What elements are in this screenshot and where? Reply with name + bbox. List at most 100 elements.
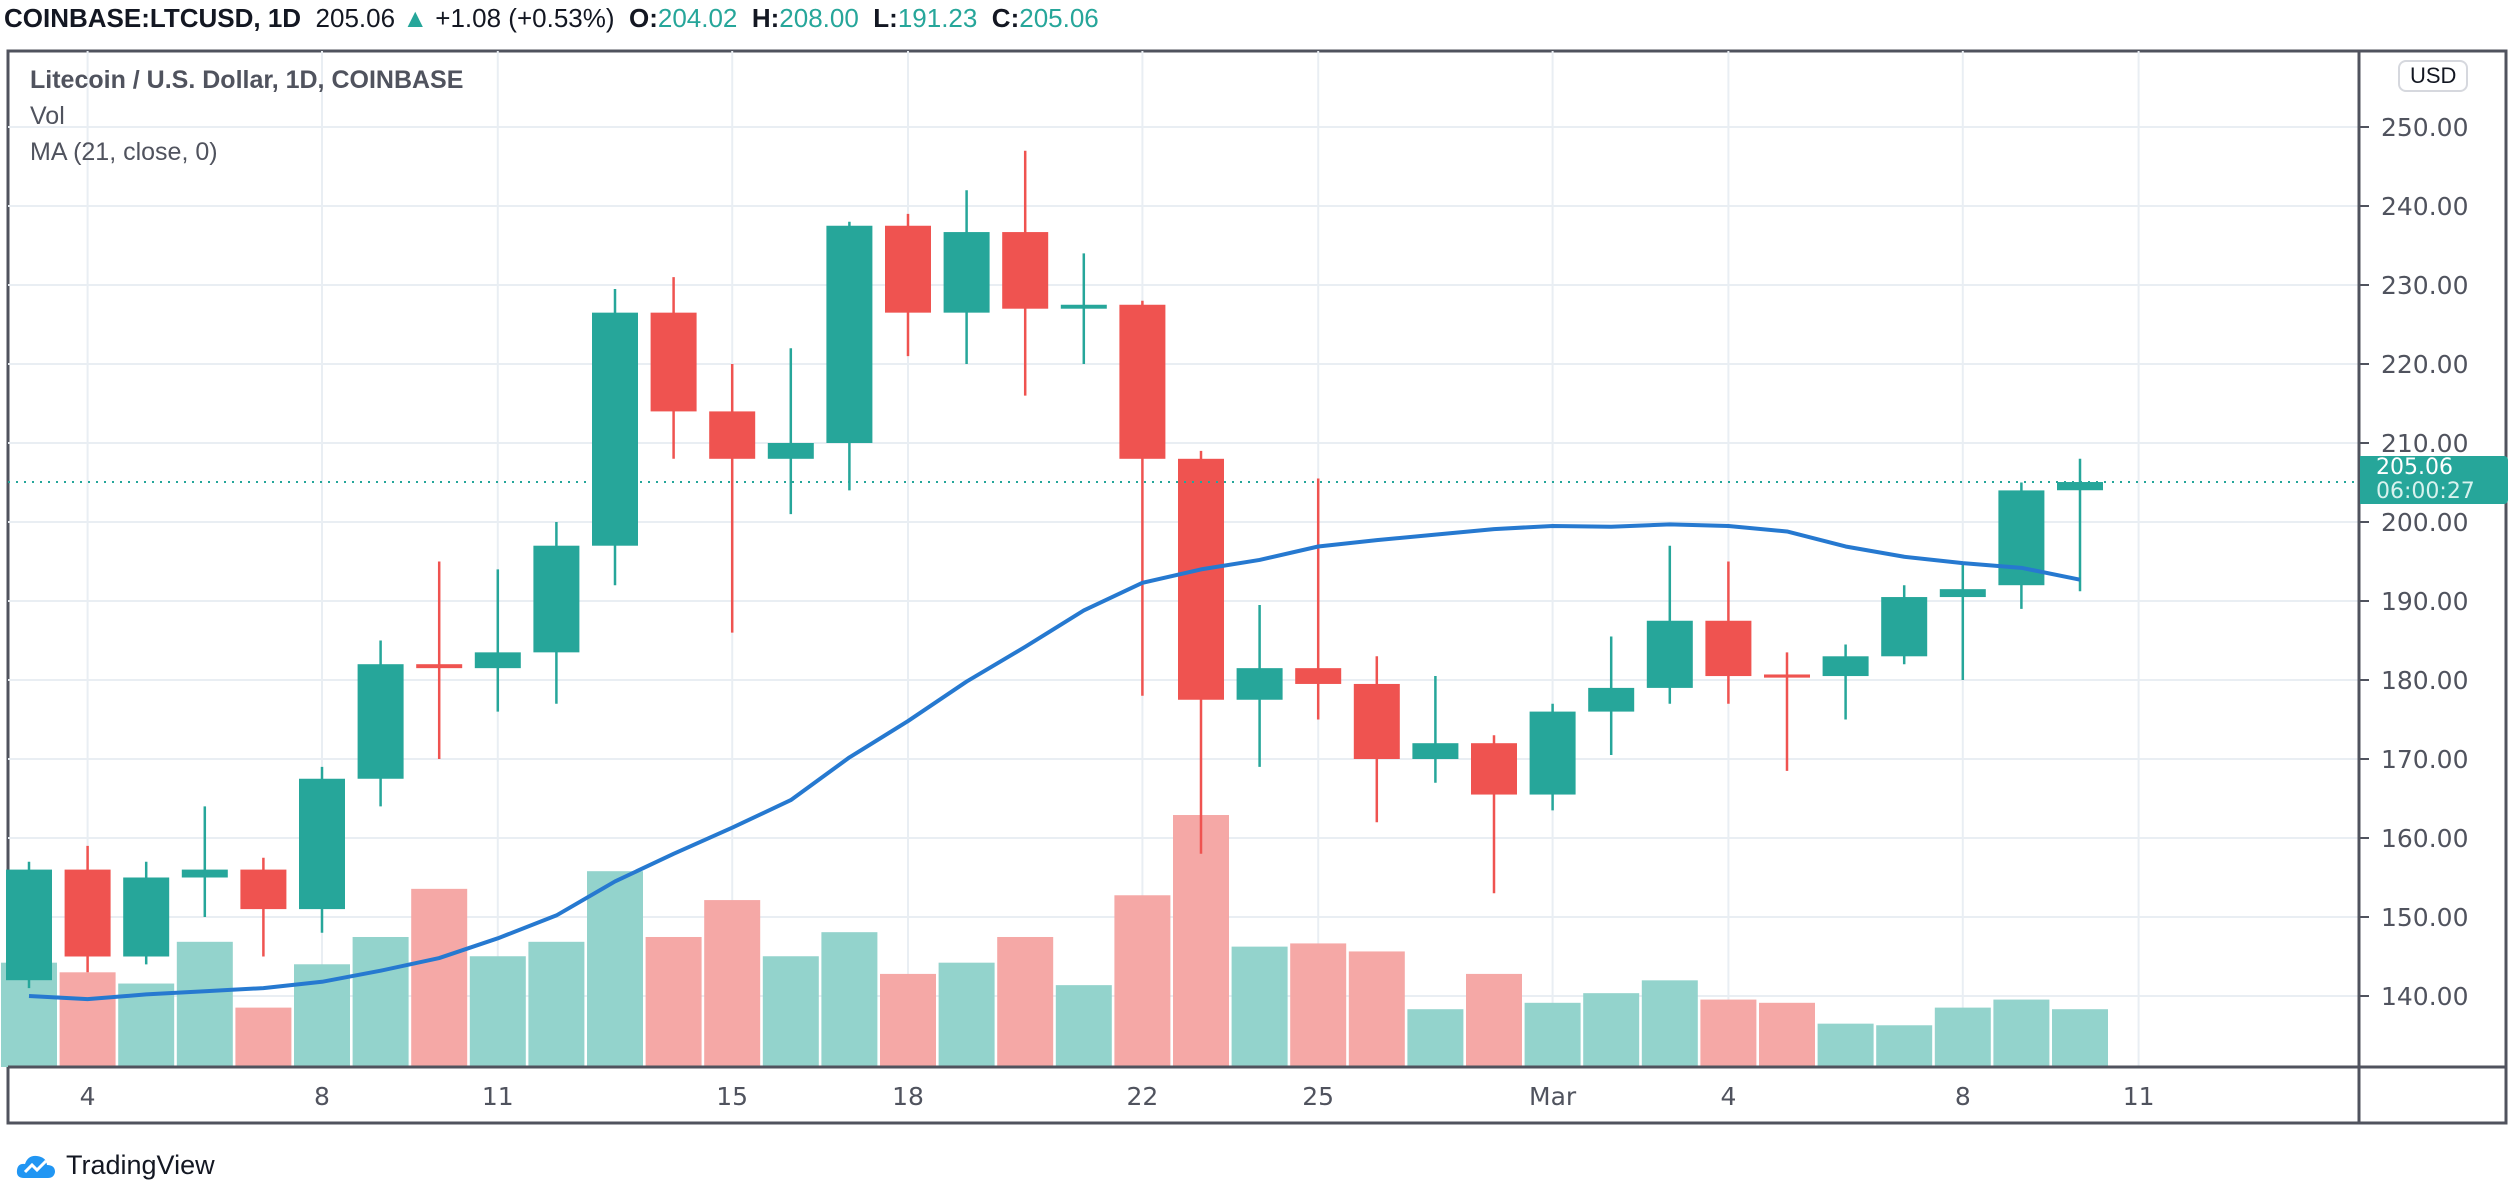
volume-bar[interactable] [1993,999,2050,1067]
x-tick-label: Mar [1529,1082,1577,1111]
tradingview-logo[interactable]: TradingView [16,1150,215,1181]
candle-body[interactable] [6,869,52,981]
volume-bar[interactable] [997,936,1054,1067]
candle-body[interactable] [1119,304,1166,459]
candle-body[interactable] [416,664,463,669]
volume-bar[interactable] [704,900,761,1067]
candle-body[interactable] [474,652,521,669]
candle-body[interactable] [943,232,990,313]
candle-body[interactable] [709,411,756,459]
candle-body[interactable] [299,778,345,910]
x-tick-label: 4 [1720,1082,1736,1111]
candle-body[interactable] [1822,656,1869,677]
last-price: 205.06 [315,3,396,33]
volume-bar[interactable] [1348,951,1405,1067]
volume-bar[interactable] [1466,973,1522,1067]
volume-bar[interactable] [352,936,409,1067]
symbol-name: COINBASE:LTCUSD, 1D [4,3,302,33]
high-value: 208.00 [779,3,859,33]
candle-body[interactable] [767,443,814,459]
volume-bar[interactable] [1290,943,1347,1067]
y-tick-label: 190.00 [2381,587,2468,616]
low-value: 191.23 [897,3,978,33]
volume-bar[interactable] [176,941,233,1067]
candle-body[interactable] [1412,743,1459,759]
volume-bar[interactable] [469,956,526,1067]
candle-body[interactable] [1178,458,1224,700]
candle-body[interactable] [64,869,111,957]
volume-bar[interactable] [1524,1002,1581,1067]
volume-bar[interactable] [1700,999,1757,1067]
volume-bar[interactable] [235,1007,292,1067]
volume-bar[interactable] [1173,815,1229,1067]
candle-body[interactable] [2057,482,2103,491]
currency-button[interactable]: USD [2398,60,2469,92]
y-tick-label: 210.00 [2381,429,2468,458]
moving-average-line[interactable] [28,522,2081,1002]
candle-body[interactable] [1002,232,1049,309]
candle-body[interactable] [1295,668,1342,684]
y-tick-label: 140.00 [2381,982,2468,1011]
y-tick-label: 250.00 [2381,113,2468,142]
candle-body[interactable] [1705,620,1752,677]
volume-bar[interactable] [1876,1025,1933,1067]
volume-bar[interactable] [1114,895,1171,1067]
y-tick-label: 160.00 [2381,824,2468,853]
volume-bar[interactable] [1055,985,1112,1067]
candle-body[interactable] [885,225,931,313]
candle-body[interactable] [1588,687,1635,712]
high-label: H: [751,3,780,33]
candle-body[interactable] [1939,589,1986,598]
candle-body[interactable] [181,869,228,878]
y-tick-label: 180.00 [2381,666,2468,695]
price-change: +1.08 (+0.53%) [435,3,615,33]
candle-body[interactable] [650,312,697,412]
tradingview-cloud-icon [16,1155,55,1178]
volume-bar[interactable] [1583,993,1640,1067]
candle-body[interactable] [1236,668,1283,700]
candle-body[interactable] [123,877,170,957]
volume-bar[interactable] [645,936,702,1067]
volume-bar[interactable] [1934,1007,1991,1067]
x-tick-label: 22 [1126,1082,1158,1111]
y-tick-label: 220.00 [2381,350,2468,379]
candle-body[interactable] [1646,620,1693,688]
x-tick-label: 8 [1955,1082,1971,1111]
volume-bar[interactable] [1817,1023,1874,1067]
candle-body[interactable] [1060,304,1107,309]
y-tick-label: 240.00 [2381,192,2468,221]
volume-bar[interactable] [1759,1002,1815,1067]
candle-body[interactable] [1353,683,1400,759]
symbol-header: COINBASE:LTCUSD, 1D 205.06 ▲ +1.08 (+0.5… [4,0,1099,36]
x-tick-label: 15 [716,1082,748,1111]
legend-volume[interactable]: Vol [30,102,65,130]
candle-body[interactable] [357,664,404,779]
candle-body[interactable] [1881,597,1928,657]
volume-bar[interactable] [528,941,585,1067]
candle-body[interactable] [826,225,873,443]
candle-body[interactable] [1529,711,1576,795]
volume-bar[interactable] [411,888,468,1067]
x-tick-label: 25 [1302,1082,1334,1111]
volume-bar[interactable] [1641,980,1698,1067]
volume-bar[interactable] [880,973,936,1067]
candle-body[interactable] [240,869,287,910]
volume-bar[interactable] [762,956,819,1067]
close-label: C: [991,3,1020,33]
candle-body[interactable] [592,312,638,546]
volume-bar[interactable] [938,962,995,1067]
volume-bar[interactable] [1231,946,1288,1067]
price-tag-value: 205.06 [2376,456,2453,481]
candle-body[interactable] [1764,674,1810,678]
x-tick-label: 18 [892,1082,924,1111]
candle-body[interactable] [1471,743,1517,795]
open-label: O: [628,3,658,33]
volume-bar[interactable] [1407,1009,1464,1067]
volume-bar[interactable] [2052,1009,2108,1067]
volume-bar[interactable] [821,932,878,1067]
legend-moving-average[interactable]: MA (21, close, 0) [30,138,218,166]
volume-bar[interactable] [59,972,116,1067]
volume-bar[interactable] [587,871,643,1067]
candle-body[interactable] [533,545,580,653]
